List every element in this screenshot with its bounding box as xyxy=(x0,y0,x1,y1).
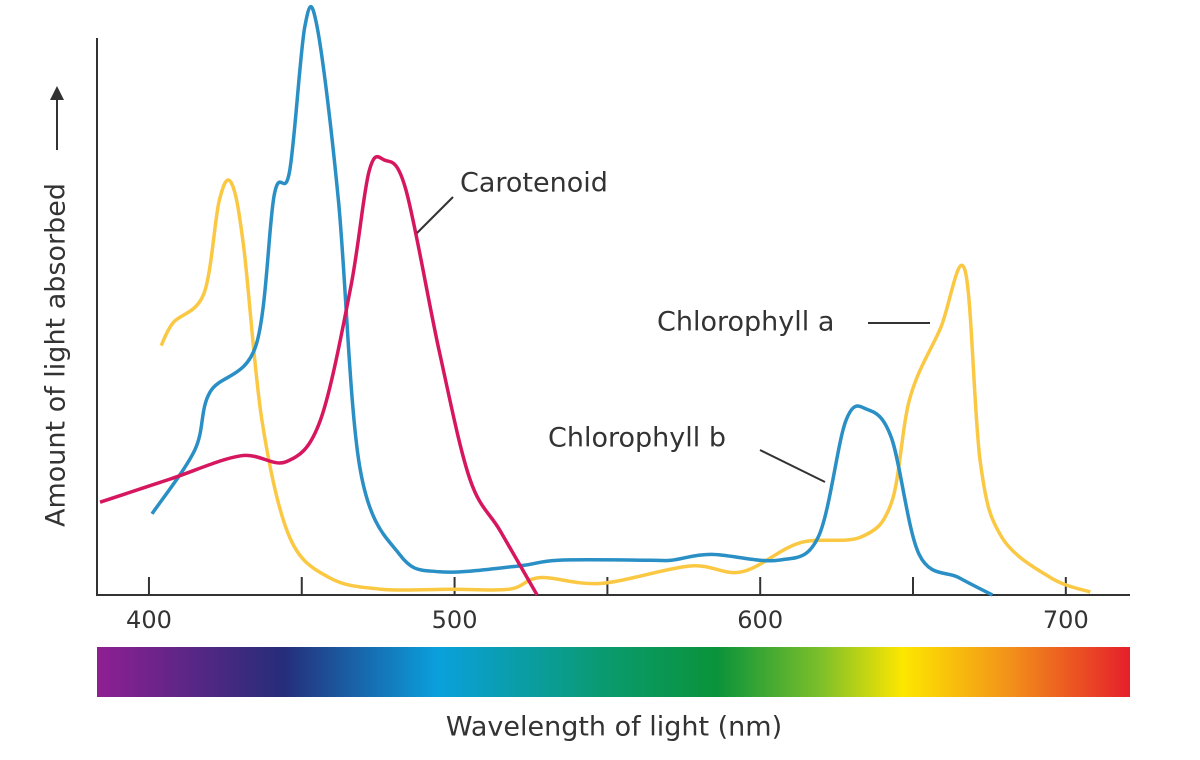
series-label: Chlorophyll a xyxy=(657,307,834,338)
x-axis-label: Wavelength of light (nm) xyxy=(446,712,782,743)
series-line xyxy=(159,178,1091,594)
y-axis-label: Amount of light absorbed xyxy=(41,183,72,527)
series-label: Carotenoid xyxy=(460,168,608,199)
y-arrow-head xyxy=(50,86,64,100)
x-tick-label: 400 xyxy=(126,606,172,634)
series-label: Chlorophyll b xyxy=(548,423,726,454)
x-tick-label: 600 xyxy=(737,606,783,634)
spectrum-bar xyxy=(97,647,1130,697)
series-line xyxy=(150,4,994,597)
label-leader xyxy=(416,196,454,234)
x-tick-label: 700 xyxy=(1043,606,1089,634)
label-leader xyxy=(759,449,826,483)
series-line xyxy=(99,154,539,596)
x-tick-label: 500 xyxy=(432,606,478,634)
